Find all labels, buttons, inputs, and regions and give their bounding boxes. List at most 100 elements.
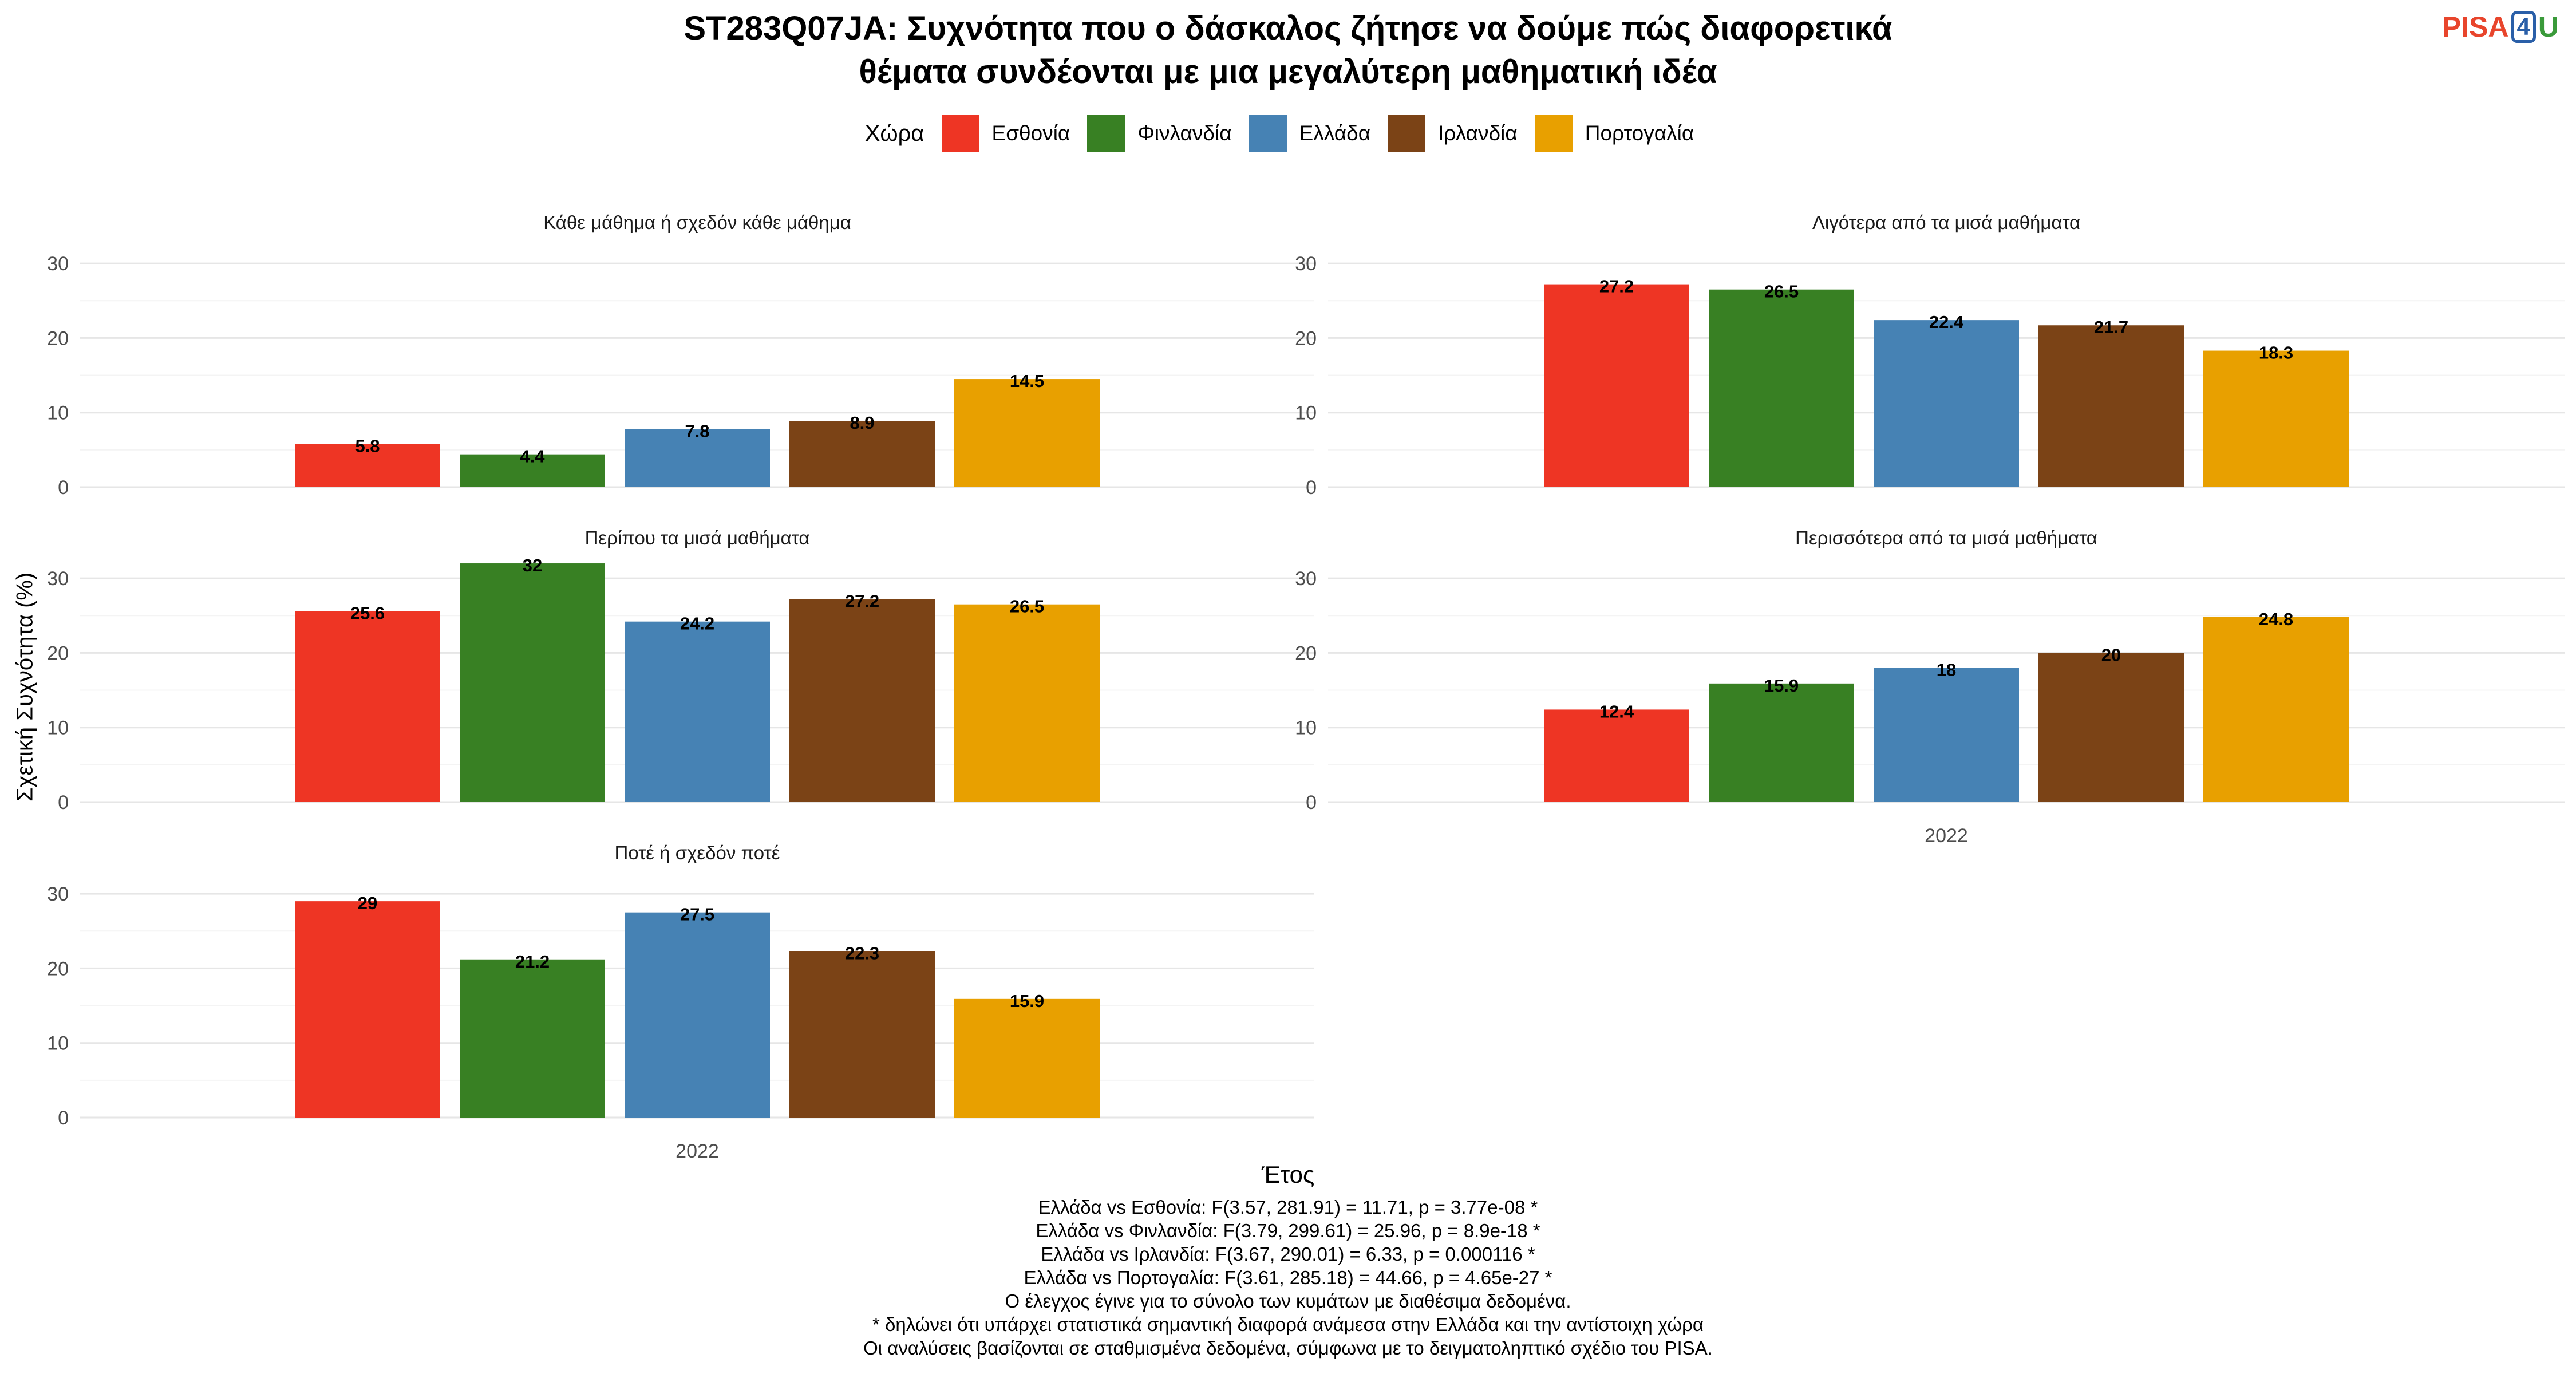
bar-ireland — [2038, 653, 2184, 802]
legend-label-portugal: Πορτογαλία — [1585, 121, 1694, 145]
footer-line: Ελλάδα vs Φινλανδία: F(3.79, 299.61) = 2… — [1036, 1220, 1540, 1241]
bar-ireland — [789, 421, 935, 487]
logo-u-text: U — [2538, 11, 2559, 43]
footer-line: Ελλάδα vs Πορτογαλία: F(3.61, 285.18) = … — [1024, 1267, 1552, 1288]
data-label-greece: 7.8 — [685, 421, 709, 441]
y-tick-label: 20 — [47, 642, 69, 664]
bar-portugal — [2203, 350, 2349, 487]
chart-title-line-1: ST283Q07JA: Συχνότητα που ο δάσκαλος ζήτ… — [683, 10, 1893, 47]
y-tick-label: 0 — [1306, 477, 1317, 499]
bar-estonia — [295, 901, 440, 1118]
legend-label-ireland: Ιρλανδία — [1438, 121, 1518, 145]
bar-portugal — [954, 998, 1100, 1118]
y-tick-label: 10 — [47, 402, 69, 424]
panel-title: Ποτέ ή σχεδόν ποτέ — [615, 842, 780, 863]
data-label-ireland: 27.2 — [845, 591, 879, 611]
data-label-portugal: 15.9 — [1010, 991, 1044, 1011]
legend-item-estonia: Εσθονία — [941, 114, 1070, 152]
bar-greece — [1874, 320, 2019, 487]
legend-swatch-estonia — [941, 114, 979, 152]
data-label-ireland: 21.7 — [2094, 317, 2128, 337]
legend-swatch-greece — [1249, 114, 1287, 152]
chart-title-line-2: θέματα συνδέονται με μια μεγαλύτερη μαθη… — [859, 53, 1717, 90]
bar-greece — [625, 912, 770, 1118]
data-label-greece: 22.4 — [1929, 312, 1964, 332]
data-label-portugal: 18.3 — [2259, 343, 2293, 363]
data-label-finland: 4.4 — [520, 447, 545, 467]
data-label-finland: 15.9 — [1764, 676, 1799, 696]
bar-estonia — [1544, 284, 1689, 487]
bar-finland — [460, 959, 605, 1118]
data-label-finland: 32 — [523, 555, 542, 575]
y-tick-label: 30 — [47, 253, 69, 275]
footer-line: Ελλάδα vs Ιρλανδία: F(3.67, 290.01) = 6.… — [1041, 1243, 1535, 1265]
logo-pisa-text: PISA — [2441, 11, 2509, 43]
data-label-ireland: 8.9 — [850, 413, 874, 433]
data-label-greece: 27.5 — [680, 905, 714, 925]
legend-label-greece: Ελλάδα — [1299, 121, 1371, 145]
bar-portugal — [954, 604, 1100, 802]
bar-ireland — [789, 951, 935, 1118]
y-tick-label: 30 — [1295, 253, 1317, 275]
y-tick-label: 30 — [1295, 568, 1317, 590]
footer-line: Οι αναλύσεις βασίζονται σε σταθμισμένα δ… — [863, 1337, 1713, 1359]
x-tick-label: 2022 — [675, 1140, 719, 1162]
legend-title: Χώρα — [864, 120, 924, 146]
legend-item-greece: Ελλάδα — [1249, 114, 1371, 152]
legend-label-finland: Φινλανδία — [1137, 121, 1232, 145]
data-label-portugal: 26.5 — [1010, 597, 1044, 617]
data-label-estonia: 27.2 — [1599, 277, 1634, 297]
legend-swatch-finland — [1087, 114, 1125, 152]
y-tick-label: 30 — [47, 568, 69, 590]
y-tick-label: 0 — [58, 1107, 69, 1129]
bar-portugal — [2203, 617, 2349, 802]
y-axis-label: Σχετική Συχνότητα (%) — [12, 572, 38, 802]
data-label-estonia: 12.4 — [1599, 701, 1634, 721]
data-label-greece: 24.2 — [680, 614, 714, 634]
bar-ireland — [789, 599, 935, 802]
data-label-ireland: 22.3 — [845, 943, 879, 963]
footer-line: Ο έλεγχος έγινε για το σύνολο των κυμάτω… — [1005, 1290, 1571, 1312]
bar-finland — [1709, 289, 1854, 487]
x-tick-label: 2022 — [1925, 825, 1968, 847]
y-tick-label: 30 — [47, 883, 69, 905]
panel-title: Περίπου τα μισά μαθήματα — [585, 527, 810, 548]
footer-line: Ελλάδα vs Εσθονία: F(3.57, 281.91) = 11.… — [1038, 1197, 1538, 1218]
bar-estonia — [295, 611, 440, 802]
footer-line: * δηλώνει ότι υπάρχει στατιστικά σημαντι… — [872, 1314, 1704, 1335]
bar-finland — [460, 454, 605, 487]
legend-item-portugal: Πορτογαλία — [1534, 114, 1694, 152]
bar-greece — [625, 621, 770, 802]
legend: Χώρα Εσθονία Φινλανδία Ελλάδα Ιρλανδία Π… — [0, 114, 2576, 152]
panel-title: Λιγότερα από τα μισά μαθήματα — [1812, 212, 2080, 233]
logo-four-text: 4 — [2511, 11, 2536, 43]
bar-portugal — [954, 379, 1100, 487]
legend-swatch-portugal — [1534, 114, 1573, 152]
y-tick-label: 10 — [47, 1033, 69, 1055]
data-label-greece: 18 — [1937, 660, 1956, 680]
data-label-finland: 26.5 — [1764, 282, 1799, 302]
x-axis-label: Έτος — [1261, 1161, 1315, 1188]
panel-title: Κάθε μάθημα ή σχεδόν κάθε μάθημα — [543, 212, 851, 233]
y-tick-label: 10 — [1295, 717, 1317, 739]
y-tick-label: 20 — [1295, 642, 1317, 664]
data-label-estonia: 29 — [358, 893, 377, 913]
y-tick-label: 10 — [47, 717, 69, 739]
bar-finland — [460, 563, 605, 802]
bar-finland — [1709, 683, 1854, 802]
panel-title: Περισσότερα από τα μισά μαθήματα — [1795, 527, 2097, 548]
data-label-ireland: 20 — [2101, 645, 2121, 665]
y-tick-label: 20 — [47, 958, 69, 980]
legend-label-estonia: Εσθονία — [991, 121, 1070, 145]
legend-item-ireland: Ιρλανδία — [1388, 114, 1518, 152]
data-label-estonia: 5.8 — [355, 436, 380, 456]
data-label-finland: 21.2 — [515, 951, 550, 972]
bar-ireland — [2038, 325, 2184, 487]
data-label-portugal: 14.5 — [1010, 371, 1044, 391]
legend-swatch-ireland — [1388, 114, 1426, 152]
y-tick-label: 0 — [1306, 792, 1317, 814]
pisa4u-logo: PISA 4 U — [2442, 10, 2559, 44]
bar-greece — [625, 429, 770, 487]
footer-notes: Ελλάδα vs Εσθονία: F(3.57, 281.91) = 11.… — [0, 1195, 2576, 1360]
